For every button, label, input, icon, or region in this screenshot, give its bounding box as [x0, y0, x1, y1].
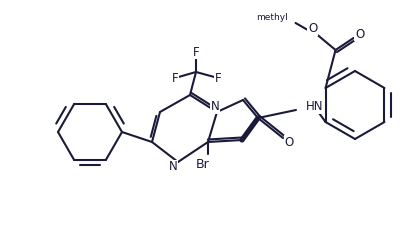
Text: N: N	[211, 100, 220, 114]
Text: methyl: methyl	[256, 14, 287, 22]
Text: F: F	[172, 72, 178, 85]
Text: Br: Br	[196, 158, 210, 170]
Text: N: N	[168, 160, 177, 173]
Text: O: O	[308, 22, 317, 36]
Text: F: F	[193, 46, 199, 59]
Text: O: O	[355, 28, 364, 40]
Text: HN: HN	[306, 100, 323, 114]
Text: O: O	[285, 136, 294, 148]
Text: F: F	[215, 72, 221, 85]
